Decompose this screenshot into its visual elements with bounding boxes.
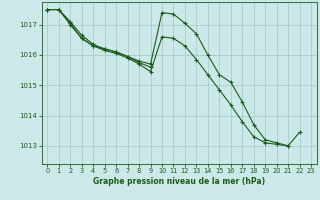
X-axis label: Graphe pression niveau de la mer (hPa): Graphe pression niveau de la mer (hPa) <box>93 177 265 186</box>
